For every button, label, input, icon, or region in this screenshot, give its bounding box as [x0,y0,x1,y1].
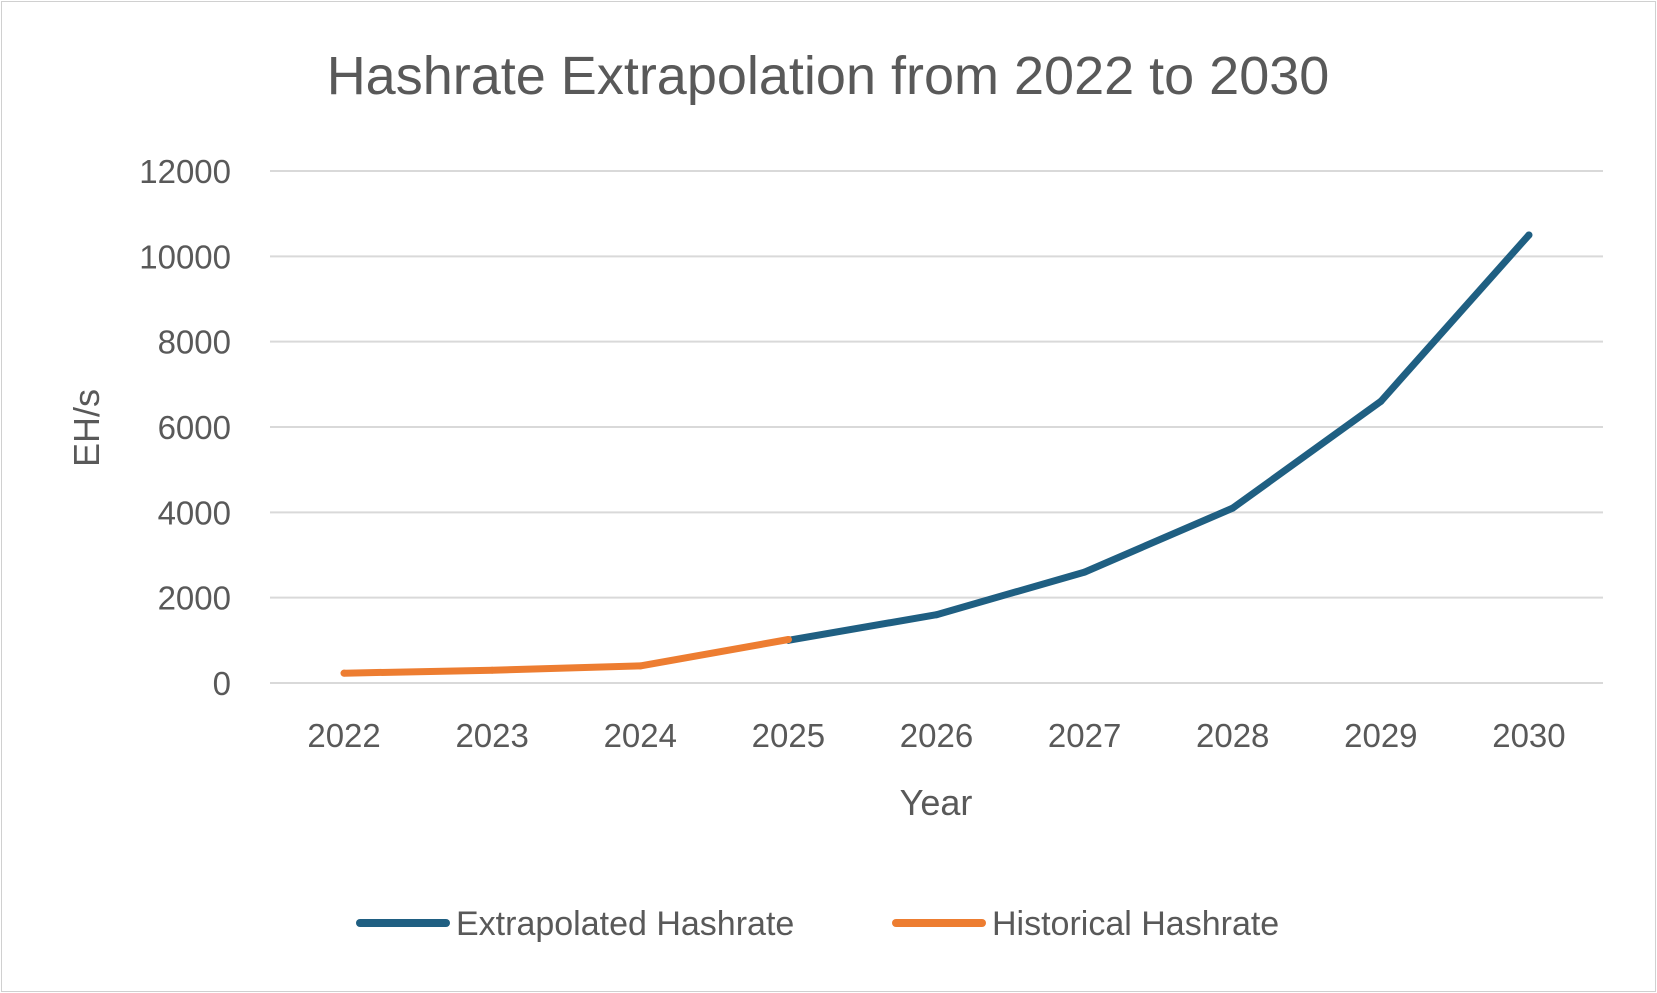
y-tick-label: 12000 [139,153,231,190]
y-tick-label: 2000 [158,580,231,617]
data-point-historical-hashrate-2022 [340,669,348,677]
x-axis-title: Year [900,782,973,823]
x-tick-label: 2030 [1492,717,1565,754]
series-lines [340,231,1533,677]
x-tick-label: 2025 [752,717,825,754]
x-tick-label: 2028 [1196,717,1269,754]
data-point-extrapolated-hashrate-2027 [1081,568,1089,576]
y-tick-label: 10000 [139,238,231,275]
series-line-historical-hashrate [340,636,792,677]
data-point-extrapolated-hashrate-2026 [933,611,940,619]
y-tick-label: 8000 [158,324,231,361]
chart-title: Hashrate Extrapolation from 2022 to 2030 [327,46,1330,106]
legend-label-historical-hashrate: Historical Hashrate [992,905,1279,943]
data-point-extrapolated-hashrate-2028 [1229,504,1237,512]
x-tick-label: 2029 [1344,717,1417,754]
legend: Extrapolated Hashrate Historical Hashrate [356,905,1279,943]
y-tick-label: 0 [213,665,231,702]
y-axis-title: EH/s [66,389,107,467]
x-tick-label: 2023 [455,717,528,754]
y-tick-label: 4000 [158,494,231,531]
data-point-historical-hashrate-2023 [488,666,496,674]
series-line-extrapolated-hashrate [784,231,1533,644]
x-tick-label: 2026 [900,717,973,754]
gridlines [270,170,1603,684]
x-tick-label: 2022 [307,717,380,754]
x-tick-label: 2027 [1048,717,1121,754]
data-point-historical-hashrate-2025 [784,635,792,643]
y-tick-label: 6000 [158,409,231,446]
data-point-historical-hashrate-2024 [636,662,644,670]
data-point-extrapolated-hashrate-2029 [1377,397,1385,405]
x-axis-ticks: 2022 2023 2024 2025 2026 2027 2028 2029 2030 [307,717,1565,754]
legend-label-extrapolated-hashrate: Extrapolated Hashrate [456,905,794,943]
x-tick-label: 2024 [604,717,677,754]
y-axis-ticks: 0 2000 4000 6000 8000 10000 12000 [139,153,231,702]
data-point-extrapolated-hashrate-2030 [1525,231,1533,239]
